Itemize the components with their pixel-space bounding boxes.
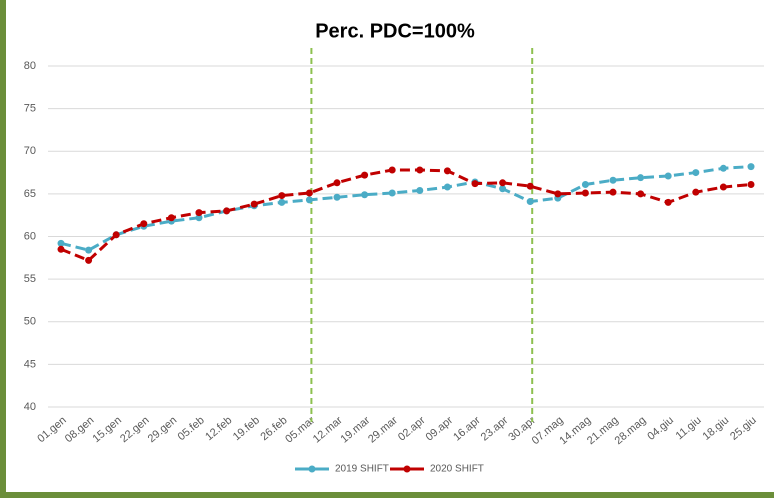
data-point xyxy=(278,192,286,200)
y-tick-label: 40 xyxy=(24,401,36,413)
data-point xyxy=(554,190,562,198)
y-tick-label: 65 xyxy=(24,188,36,200)
data-point xyxy=(140,220,148,228)
data-point xyxy=(747,163,755,171)
y-tick-label: 45 xyxy=(24,358,36,370)
data-point xyxy=(361,171,369,179)
data-point xyxy=(416,166,424,174)
data-point xyxy=(85,246,93,254)
data-point xyxy=(692,169,700,177)
data-point xyxy=(388,189,396,197)
data-point xyxy=(57,245,65,253)
data-point xyxy=(719,164,727,172)
data-point xyxy=(57,239,65,247)
data-point xyxy=(333,193,341,201)
data-point xyxy=(250,200,258,208)
legend-label: 2019 SHIFT xyxy=(335,464,389,475)
series-line xyxy=(60,168,752,263)
data-point xyxy=(85,256,93,264)
data-point xyxy=(637,190,645,198)
chart-title: Perc. PDC=100% xyxy=(315,20,475,42)
data-point xyxy=(388,166,396,174)
data-point xyxy=(305,189,313,197)
data-point xyxy=(526,182,534,190)
data-point xyxy=(581,189,589,197)
legend-label: 2020 SHIFT xyxy=(430,464,484,475)
data-point xyxy=(278,198,286,206)
data-point xyxy=(499,179,507,187)
y-tick-label: 75 xyxy=(24,103,36,115)
data-point xyxy=(664,172,672,180)
legend-marker xyxy=(403,465,411,473)
y-tick-label: 50 xyxy=(24,316,36,328)
data-point xyxy=(499,185,507,193)
data-point xyxy=(664,198,672,206)
y-tick-label: 80 xyxy=(24,60,36,72)
data-point xyxy=(305,196,313,204)
data-point xyxy=(112,231,120,239)
y-tick-label: 60 xyxy=(24,230,36,242)
data-point xyxy=(581,180,589,188)
legend-marker xyxy=(308,465,316,473)
data-point xyxy=(195,214,203,222)
data-point xyxy=(223,207,231,215)
data-point xyxy=(443,183,451,191)
data-point xyxy=(443,167,451,175)
y-tick-label: 70 xyxy=(24,145,36,157)
data-point xyxy=(526,198,534,206)
frame-bottom xyxy=(0,492,774,498)
data-point xyxy=(167,214,175,222)
data-point xyxy=(361,191,369,199)
data-point xyxy=(195,209,203,217)
data-point xyxy=(333,179,341,187)
data-point xyxy=(471,180,479,188)
data-point xyxy=(692,188,700,196)
data-point xyxy=(609,176,617,184)
data-point xyxy=(719,183,727,191)
data-point xyxy=(747,180,755,188)
frame-left xyxy=(0,0,6,498)
data-point xyxy=(416,186,424,194)
data-point xyxy=(609,188,617,196)
y-tick-label: 55 xyxy=(24,273,36,285)
data-point xyxy=(637,174,645,182)
series-line xyxy=(60,165,752,252)
